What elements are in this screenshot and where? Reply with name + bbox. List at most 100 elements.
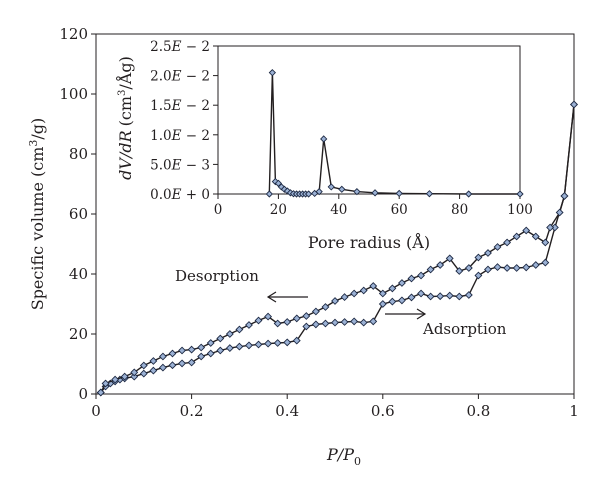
main-series-1-point xyxy=(436,261,445,269)
main-series-1-point xyxy=(225,330,234,338)
main-x-tick-label: 1 xyxy=(569,402,579,420)
main-series-1-point xyxy=(235,325,244,334)
main-series-0-point xyxy=(407,293,416,302)
main-series-0-point xyxy=(417,289,425,298)
main-y-tick-label: 40 xyxy=(69,265,88,283)
main-series-1-point xyxy=(331,297,339,305)
inset-series-0-point xyxy=(338,185,346,193)
main-series-0-point xyxy=(158,363,167,372)
main-series-1-point xyxy=(158,352,167,361)
inset-series-0-point xyxy=(425,190,434,198)
main-series-0-point xyxy=(436,292,445,301)
desorption-arrow xyxy=(266,291,308,303)
main-series-0-point xyxy=(512,264,521,272)
main-series-0-point xyxy=(245,341,253,350)
main-series-0-point xyxy=(426,292,435,301)
main-y-tick-label: 60 xyxy=(69,205,88,223)
main-series-0-point xyxy=(216,346,225,355)
main-series-0-point xyxy=(522,263,531,272)
main-series-0-point xyxy=(369,317,378,326)
main-series-1-point xyxy=(531,232,540,241)
main-series-1-point xyxy=(187,345,196,354)
main-series-1-point xyxy=(197,343,206,352)
main-series-1-point xyxy=(464,264,473,272)
main-series-1-point xyxy=(455,267,464,275)
inset-y-tick-label: 2.0E − 2 xyxy=(150,69,210,85)
inset-y-tick-label: 0.0E + 0 xyxy=(150,187,210,203)
inset-series-0-point xyxy=(353,187,361,196)
main-y-tick-label: 100 xyxy=(59,85,88,103)
main-series-0-point xyxy=(235,342,244,351)
main-series-0-point xyxy=(168,361,177,370)
main-series-1-point xyxy=(503,238,512,247)
main-series-1-line xyxy=(100,104,575,393)
main-series-0-point xyxy=(388,297,397,306)
main-series-0-point xyxy=(531,261,540,269)
inset-y-axis-title: dV/dR(cm3/Åg) xyxy=(115,56,135,180)
main-series-0-point xyxy=(331,318,339,327)
main-series-1-point xyxy=(369,282,378,290)
inset-x-axis-title: Pore radius (Å) xyxy=(308,232,430,252)
main-series-1-point xyxy=(245,321,253,329)
main-series-1-point xyxy=(149,357,158,365)
inset-x-tick-label: 100 xyxy=(507,202,533,218)
main-series-1-point xyxy=(417,271,425,280)
main-series-1-point xyxy=(493,243,502,251)
main-series-1-point xyxy=(254,316,263,325)
main-series-0-point xyxy=(149,366,158,375)
main-series-1-point xyxy=(130,368,139,377)
main-x-tick-label: 0 xyxy=(91,402,101,420)
main-series-1-point xyxy=(560,192,569,200)
main-series-0-point xyxy=(378,300,387,308)
main-series-0-point xyxy=(206,349,215,358)
main-series-0-point xyxy=(139,369,148,378)
main-series-1-point xyxy=(570,100,578,109)
main-series-1-point xyxy=(426,265,435,274)
main-series-1-point xyxy=(484,249,492,257)
inset-series-0-point xyxy=(327,183,335,191)
main-series-1-point xyxy=(541,238,550,247)
desorption-label: Desorption xyxy=(175,267,259,285)
main-series-1-point xyxy=(555,208,564,217)
main-series-0-point xyxy=(445,291,454,300)
inset-series-0-point xyxy=(465,190,473,198)
inset-series-0-point xyxy=(320,135,328,143)
inset-plot-frame xyxy=(217,45,521,195)
main-series-1-point xyxy=(216,334,225,343)
main-series xyxy=(96,100,578,397)
main-x-tick-label: 0.4 xyxy=(275,402,299,420)
main-series-0-point xyxy=(455,292,464,301)
main-series-1-point xyxy=(139,361,148,370)
inset-series-0-point xyxy=(268,69,276,77)
main-series-0-point xyxy=(340,318,349,326)
main-series-0-point xyxy=(273,339,282,347)
main-ticks: 0 0.2 0.4 0.6 0.8 1 0 20 40 60 80 100 120 xyxy=(59,25,578,420)
main-series-0-point xyxy=(311,320,320,329)
inset-series-0-point xyxy=(516,190,524,198)
main-series-1-point xyxy=(522,226,531,235)
main-series-0-point xyxy=(292,336,301,345)
inset-x-tick-label: 60 xyxy=(391,202,408,218)
main-series-1-point xyxy=(512,232,521,241)
inset-series-0-point xyxy=(371,189,379,197)
main-series-1-point xyxy=(388,284,397,293)
main-x-tick-label: 0.6 xyxy=(371,402,395,420)
main-series-1-point xyxy=(407,274,416,283)
main-y-tick-label: 120 xyxy=(59,25,88,43)
inset-y-tick-label: 1.5E − 2 xyxy=(150,98,210,114)
main-series-1-point xyxy=(96,388,105,397)
main-series-1-point xyxy=(264,312,273,321)
main-series-0-point xyxy=(464,291,473,299)
main-x-axis-title: P/P0 xyxy=(326,445,361,468)
main-series-1-point xyxy=(302,312,311,320)
main-series-0-point xyxy=(225,344,234,353)
adsorption-label: Adsorption xyxy=(422,320,507,338)
main-series-0-point xyxy=(302,322,311,331)
main-series-0-point xyxy=(254,340,263,349)
inset-series xyxy=(265,69,524,198)
inset-x-tick-label: 80 xyxy=(451,202,468,218)
main-series-0-point xyxy=(474,271,483,280)
main-series-1-point xyxy=(546,223,555,232)
inset-x-tick-label: 20 xyxy=(270,202,287,218)
main-y-tick-label: 20 xyxy=(69,325,88,343)
